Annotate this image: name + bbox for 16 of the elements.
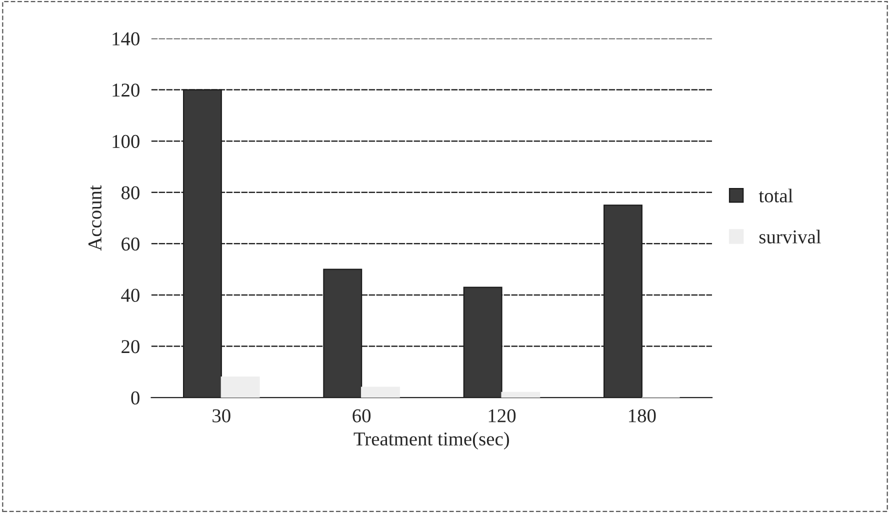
x-tick-label: 180 — [629, 409, 656, 422]
x-axis-title: Treatment time(sec) — [354, 432, 509, 450]
y-tick-label: 140 — [112, 32, 140, 46]
y-tick-label: 20 — [122, 340, 140, 354]
x-tick-label: 30 — [212, 409, 230, 422]
legend-label: total — [758, 188, 793, 202]
y-tick-label: 120 — [112, 84, 140, 97]
x-tick-label: 120 — [488, 409, 516, 422]
y-tick-label: 40 — [121, 288, 140, 302]
y-axis-title: Account — [88, 185, 102, 251]
y-tick-label: 80 — [121, 186, 140, 200]
x-tick-label: 60 — [352, 409, 371, 422]
y-tick-label: 100 — [112, 134, 140, 148]
legend-label: survival — [759, 230, 821, 244]
y-tick-label: 60 — [122, 237, 140, 251]
y-tick-label: 0 — [131, 391, 140, 405]
